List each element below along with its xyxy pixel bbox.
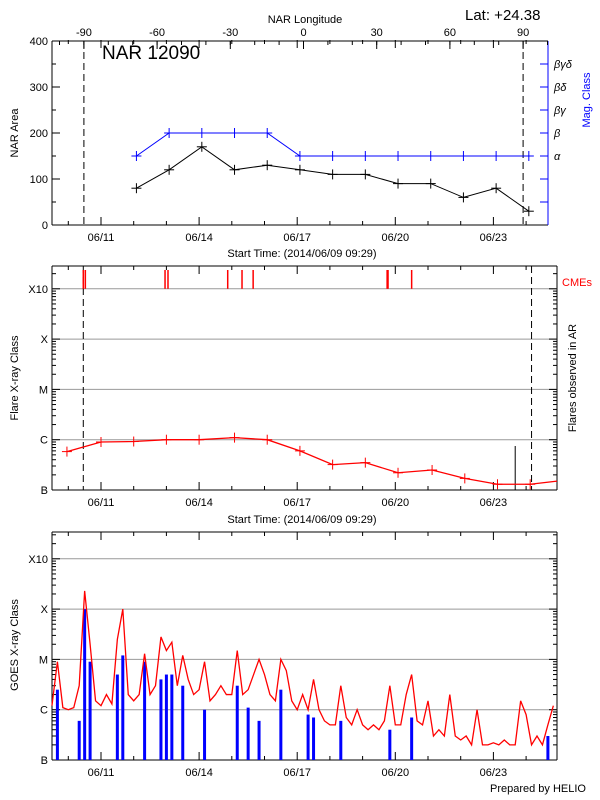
goes-panel-date-tick-label: 06/14: [185, 767, 213, 779]
flare-class-series-line: [66, 436, 558, 485]
flare-panel-y-tick-label: M: [39, 384, 48, 396]
credit-label: Prepared by HELIO: [490, 783, 586, 795]
area-panel-date-tick-label: 06/20: [382, 232, 410, 244]
flare-panel-y-tick-label: X10: [28, 284, 48, 296]
mag-class-tick-label: βγ: [553, 105, 567, 117]
goes-panel-y-tick-label: M: [39, 654, 48, 666]
top-x-axis-label: NAR Longitude: [268, 14, 343, 26]
area-y-axis-label: NAR Area: [9, 108, 21, 158]
goes-panel-y-tick-label: C: [40, 705, 48, 717]
goes-panel-date-tick-label: 06/11: [88, 767, 115, 779]
goes-panel-date-tick-label: 06/23: [480, 767, 508, 779]
goes-short-channel-bar: [77, 720, 81, 760]
area-panel-date-tick-label: 06/11: [88, 232, 115, 244]
flare-panel-y-tick-label: C: [40, 435, 48, 447]
goes-short-channel-bar: [170, 674, 174, 760]
mag-class-tick-label: βγδ: [553, 59, 573, 71]
goes-short-channel-bar: [388, 729, 392, 760]
goes-short-channel-bar: [257, 720, 261, 760]
goes-short-channel-bar: [143, 661, 147, 760]
goes-short-channel-bar: [55, 689, 59, 760]
flare-panel-date-tick-label: 06/11: [88, 497, 115, 509]
goes-short-channel-bar: [246, 707, 250, 760]
longitude-tick-label: 90: [517, 27, 529, 39]
goes-short-channel-bar: [306, 714, 310, 760]
mag-class-tick-label: βδ: [553, 82, 567, 94]
area-y-tick-label: 100: [30, 174, 48, 186]
cme-label: CMEs: [562, 277, 592, 289]
middle-x-axis-title: Start Time: (2014/06/09 09:29): [227, 514, 376, 526]
goes-y-axis-label: GOES X-ray Class: [9, 599, 21, 691]
top-x-axis-title: Start Time: (2014/06/09 09:29): [227, 248, 376, 260]
longitude-tick-label: -60: [149, 27, 165, 39]
goes-short-channel-bar: [121, 655, 125, 760]
flare-panel-date-tick-label: 06/14: [185, 497, 213, 509]
flare-y-axis-label: Flare X-ray Class: [9, 335, 21, 420]
longitude-tick-label: -30: [222, 27, 238, 39]
goes-short-channel-bar: [312, 717, 316, 760]
flare-panel-y-tick-label: B: [41, 485, 48, 497]
area-panel-date-tick-label: 06/17: [283, 232, 311, 244]
longitude-tick-label: 30: [371, 27, 383, 39]
flare-panel-date-tick-label: 06/20: [382, 497, 410, 509]
region-title: NAR 12090: [102, 43, 200, 64]
mag-class-axis-label: Mag. Class: [581, 72, 593, 128]
longitude-tick-label: 60: [444, 27, 456, 39]
mag-class-tick-label: β: [553, 128, 561, 140]
area-y-tick-label: 400: [30, 36, 48, 48]
goes-panel-date-tick-label: 06/20: [382, 767, 410, 779]
goes-short-channel-bar: [410, 717, 414, 760]
flare-panel-date-tick-label: 06/17: [283, 497, 311, 509]
area-y-tick-label: 300: [30, 82, 48, 94]
goes-short-channel-bar: [181, 685, 185, 760]
goes-short-channel-bar: [115, 674, 119, 760]
goes-short-channel-bar: [83, 609, 87, 760]
goes-long-channel-line: [51, 590, 554, 747]
flare-panel-date-tick-label: 06/23: [480, 497, 508, 509]
area-panel-date-tick-label: 06/14: [185, 232, 213, 244]
goes-short-channel-bar: [159, 679, 163, 760]
goes-short-channel-bar: [164, 674, 168, 760]
latitude-label: Lat: +24.38: [465, 7, 540, 24]
flare-panel-y-tick-label: X: [41, 334, 49, 346]
area-panel-date-tick-label: 06/23: [480, 232, 508, 244]
goes-short-channel-bar: [88, 661, 92, 760]
goes-panel-y-tick-label: X10: [28, 554, 48, 566]
goes-short-channel-bar: [339, 720, 343, 760]
mag-class-tick-label: α: [554, 151, 561, 163]
goes-panel-y-tick-label: B: [41, 755, 48, 767]
goes-panel-y-tick-label: X: [41, 604, 49, 616]
goes-panel-date-tick-label: 06/17: [283, 767, 311, 779]
flares-observed-label: Flares observed in AR: [567, 324, 579, 432]
area-y-tick-label: 0: [42, 220, 48, 232]
area-y-tick-label: 200: [30, 128, 48, 140]
goes-short-channel-bar: [235, 685, 239, 760]
longitude-tick-label: -90: [76, 27, 92, 39]
longitude-tick-label: 0: [300, 27, 306, 39]
goes-short-channel-bar: [203, 709, 207, 760]
goes-short-channel-bar: [546, 736, 550, 760]
goes-short-channel-bar: [279, 689, 283, 760]
